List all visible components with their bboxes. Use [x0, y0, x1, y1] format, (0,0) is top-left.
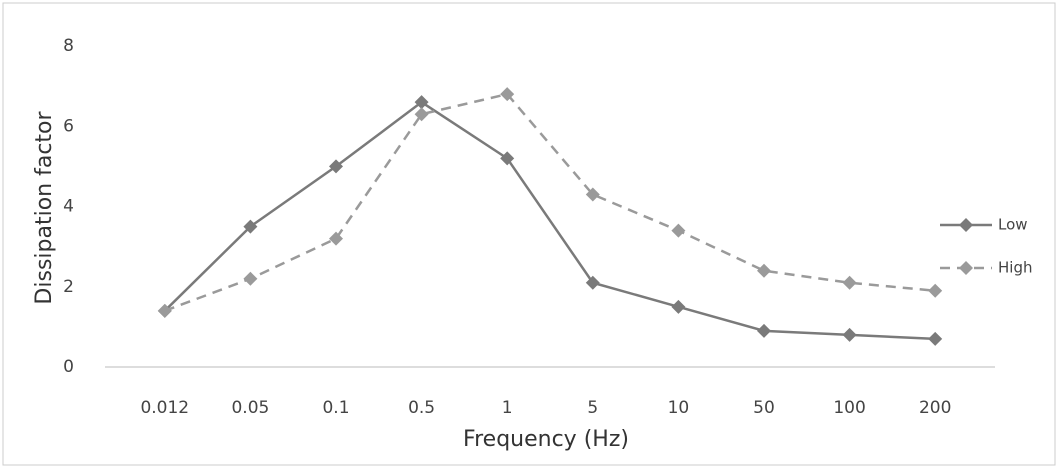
data-point: [671, 299, 686, 314]
data-point: [757, 323, 771, 338]
data-point: [414, 107, 429, 122]
x-tick-label: 0.012: [140, 398, 189, 418]
y-tick-label: 6: [63, 116, 74, 136]
y-tick-label: 2: [63, 277, 74, 297]
y-axis-title: Dissipation factor: [32, 110, 57, 304]
data-point: [928, 283, 943, 298]
x-tick-label: 50: [753, 398, 775, 418]
data-point: [585, 275, 600, 290]
x-tick-label: 0.5: [408, 398, 435, 418]
x-tick-label: 5: [587, 398, 598, 418]
x-tick-label: 1: [502, 398, 513, 418]
y-tick-label: 8: [63, 36, 74, 56]
data-point: [329, 231, 343, 246]
x-tick-label: 100: [833, 398, 865, 418]
data-point: [414, 95, 429, 110]
legend-label: Low: [998, 216, 1028, 234]
data-point: [671, 223, 686, 238]
legend-marker: [959, 218, 973, 232]
legend-marker: [959, 261, 973, 275]
x-tick-label: 0.05: [231, 398, 269, 418]
data-point: [500, 151, 515, 166]
series-line: [163, 100, 936, 341]
legend-label: High: [998, 259, 1032, 277]
data-point: [842, 275, 857, 290]
data-point: [757, 263, 771, 278]
data-point: [243, 219, 258, 234]
data-point: [842, 327, 857, 342]
data-point: [500, 87, 515, 102]
x-tick-label: 0.1: [322, 398, 349, 418]
data-point: [585, 187, 600, 202]
y-tick-label: 4: [63, 197, 74, 217]
x-axis-title: Frequency (Hz): [463, 427, 629, 452]
data-point: [329, 159, 343, 174]
data-point: [157, 303, 172, 318]
x-tick-label: 200: [919, 398, 951, 418]
y-tick-label: 0: [63, 357, 74, 377]
series-line: [164, 92, 936, 312]
data-point: [928, 331, 943, 346]
data-point: [243, 271, 258, 286]
x-tick-label: 10: [668, 398, 690, 418]
